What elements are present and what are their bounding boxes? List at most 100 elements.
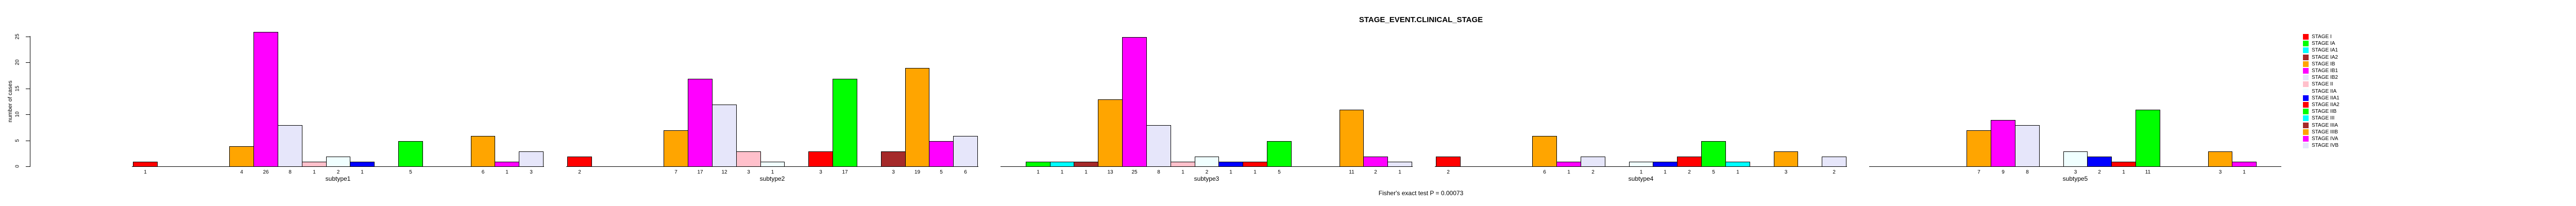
bar-count-label: 2 [1688,169,1691,175]
bar-count-label: 11 [2145,169,2151,175]
bar-subtype5-stage-iiib [2208,151,2232,167]
y-tick-label: 5 [14,139,21,142]
x-group-label-subtype4: subtype4 [1628,175,1654,182]
bar-subtype4-stage-ivb [1822,157,1846,167]
bar-subtype2-stage-iva [929,141,954,167]
bar-subtype2-stage-ib [664,130,688,167]
bar-subtype5-stage-iia [2063,151,2088,167]
bar-subtype2-stage-ib1 [688,79,713,167]
bar-count-label: 1 [313,169,316,175]
bar-count-label: 2 [1447,169,1450,175]
bar-count-label: 1 [1398,169,1401,175]
chart-title: STAGE_EVENT.CLINICAL_STAGE [1359,15,1483,24]
bar-subtype4-stage-iia [1629,162,1653,167]
bar-count-label: 1 [1664,169,1667,175]
bar-subtype3-stage-iia2 [1243,162,1267,167]
legend-swatch-stage-iiia [2303,123,2309,128]
bar-subtype1-stage-iib [398,141,423,167]
legend-swatch-stage-ivb [2303,143,2309,148]
legend-label: STAGE IIIA [2312,123,2338,128]
bar-subtype1-stage-iiib [471,136,495,167]
legend-swatch-stage-ib [2303,61,2309,67]
legend-swatch-stage-iiib [2303,129,2309,135]
bar-subtype1-stage-iia [326,157,350,167]
x-group-label-subtype1: subtype1 [325,175,351,182]
bar-count-label: 1 [771,169,774,175]
bar-subtype2-stage-ii [736,151,761,167]
bar-count-label: 1 [505,169,509,175]
legend-label: STAGE IA2 [2312,55,2338,60]
legend-swatch-stage-ia [2303,41,2309,46]
bar-count-label: 7 [1977,169,1980,175]
bar-subtype4-stage-ib1 [1556,162,1581,167]
bar-subtype2-stage-iia [760,162,785,167]
legend-label: STAGE IVA [2312,136,2338,142]
bar-subtype3-stage-iiib [1340,110,1364,167]
bar-subtype3-stage-iva [1363,157,1388,167]
bar-count-label: 1 [1060,169,1064,175]
bar-subtype4-stage-ib2 [1581,157,1605,167]
bar-count-label: 13 [1107,169,1113,175]
legend-swatch-stage-ib2 [2303,75,2309,80]
legend-label: STAGE IIA [2312,89,2337,94]
bar-count-label: 3 [530,169,533,175]
bar-count-label: 19 [914,169,921,175]
bar-count-label: 3 [819,169,822,175]
x-group-label-subtype5: subtype5 [2062,175,2088,182]
bar-count-label: 1 [1253,169,1257,175]
bar-subtype2-stage-ivb [953,136,978,167]
bar-count-label: 2 [1374,169,1377,175]
y-tick-mark [26,166,30,167]
legend-label: STAGE I [2312,34,2332,40]
bar-subtype5-stage-ib1 [1991,120,2015,167]
y-tick-label: 20 [14,59,21,65]
bar-count-label: 12 [721,169,727,175]
bar-count-label: 3 [747,169,750,175]
legend-label: STAGE II [2312,81,2333,87]
bar-subtype5-stage-ib2 [2015,125,2040,167]
bar-subtype4-stage-ib [1532,136,1557,167]
bar-subtype1-stage-iva [495,162,519,167]
bar-subtype4-stage-iiib [1774,151,1798,167]
bar-subtype1-stage-ivb [519,151,544,167]
bar-subtype4-stage-iii [1725,162,1750,167]
bar-subtype3-stage-ia [1026,162,1050,167]
bar-count-label: 2 [2098,169,2101,175]
bar-subtype4-stage-iib [1701,141,1726,167]
bar-subtype3-stage-ib2 [1146,125,1171,167]
bar-subtype5-stage-iib [2136,110,2160,167]
y-tick-mark [26,114,30,115]
bar-count-label: 1 [1037,169,1040,175]
y-tick-label: 25 [14,33,21,40]
bar-count-label: 6 [1543,169,1546,175]
bar-subtype2-stage-iia2 [808,151,833,167]
bar-count-label: 1 [1639,169,1643,175]
y-tick-label: 15 [14,85,21,92]
bar-subtype3-stage-ib [1098,99,1123,167]
bar-count-label: 9 [2002,169,2005,175]
legend-label: STAGE IVB [2312,143,2339,148]
legend-swatch-stage-ia1 [2303,47,2309,53]
bar-count-label: 2 [578,169,581,175]
legend-label: STAGE IB [2312,61,2335,67]
fisher-test-annotation: Fisher's exact test P = 0.00073 [1378,190,1464,197]
bar-count-label: 3 [2218,169,2222,175]
bar-count-label: 17 [842,169,848,175]
bar-subtype2-stage-iiia [881,151,906,167]
bar-subtype4-stage-i [1436,157,1461,167]
bar-subtype1-stage-iia1 [350,162,375,167]
bar-count-label: 2 [336,169,340,175]
y-tick-label: 10 [14,111,21,117]
bar-subtype5-stage-iia1 [2087,157,2112,167]
bar-subtype3-stage-ia1 [1050,162,1074,167]
legend-swatch-stage-ib1 [2303,68,2309,74]
x-group-label-subtype2: subtype2 [759,175,785,182]
bar-count-label: 3 [892,169,895,175]
bar-count-label: 4 [240,169,243,175]
bar-subtype3-stage-ib1 [1122,37,1147,167]
bar-count-label: 8 [2026,169,2029,175]
bar-count-label: 3 [2074,169,2077,175]
bar-count-label: 5 [1712,169,1715,175]
